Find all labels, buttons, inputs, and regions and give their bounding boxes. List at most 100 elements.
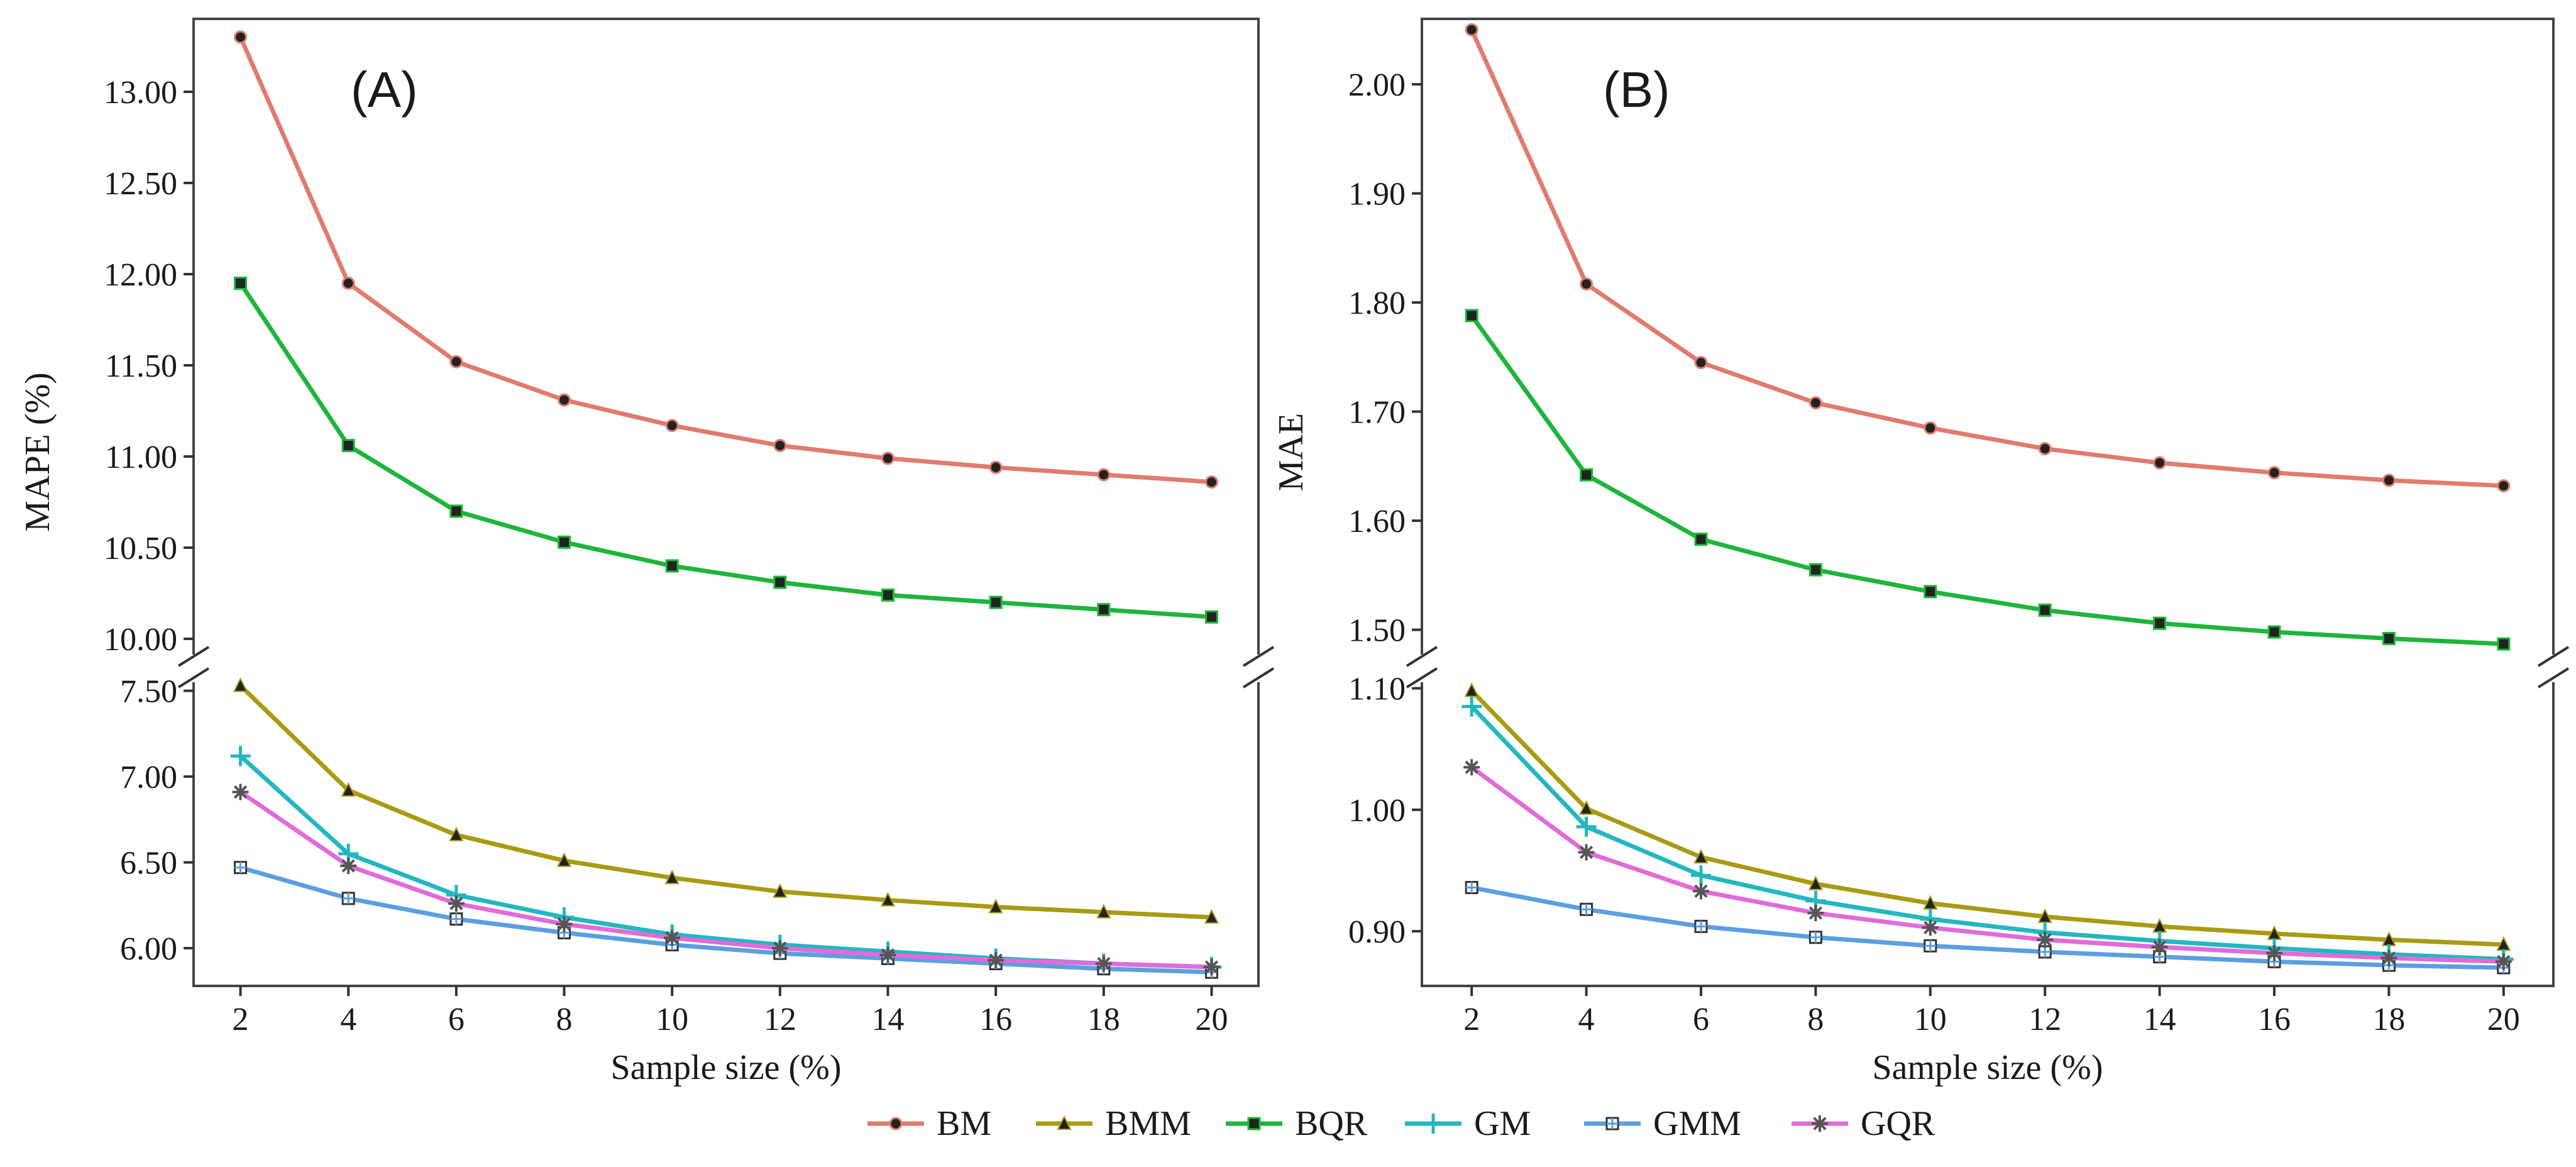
series-bm xyxy=(1465,23,2511,493)
legend-label: BM xyxy=(937,1104,991,1143)
y-tick-label: 1.90 xyxy=(1348,177,1406,213)
data-point xyxy=(664,869,680,885)
data-point xyxy=(1465,881,1478,895)
y-axis-title: MAE xyxy=(1272,413,1311,491)
x-tick-label: 18 xyxy=(2372,1002,2405,1037)
data-point xyxy=(2037,908,2052,923)
marker-cross xyxy=(1695,921,1707,932)
data-point xyxy=(2037,931,2054,948)
y-axis-title: MAPE (%) xyxy=(18,372,57,532)
y-tick-label: 12.50 xyxy=(104,166,177,202)
legend-swatch-marker xyxy=(1057,1115,1072,1130)
y-tick-label: 10.50 xyxy=(104,531,177,567)
data-point xyxy=(341,782,356,797)
data-point xyxy=(1465,23,1478,36)
data-point xyxy=(988,899,1003,914)
x-tick-label: 6 xyxy=(448,1002,465,1037)
data-point xyxy=(1691,865,1711,886)
legend-item-gmm: GMM xyxy=(1584,1104,1741,1143)
legend-label: GM xyxy=(1474,1104,1531,1143)
x-tick-label: 16 xyxy=(2258,1002,2291,1037)
x-tick-label: 8 xyxy=(556,1002,573,1037)
data-point xyxy=(1463,759,1480,776)
data-point xyxy=(2381,949,2397,966)
marker-cross xyxy=(2039,946,2051,958)
data-point xyxy=(989,460,1003,474)
y-tick-label: 1.70 xyxy=(1348,395,1406,431)
legend-item-bqr: BQR xyxy=(1226,1104,1368,1143)
x-tick-label: 16 xyxy=(979,1002,1012,1037)
x-tick-label: 10 xyxy=(1914,1002,1947,1037)
data-point xyxy=(1693,883,1709,900)
data-point xyxy=(1203,958,1220,975)
data-point xyxy=(558,535,571,549)
data-point xyxy=(230,746,251,766)
data-point xyxy=(341,439,355,453)
marker-cross xyxy=(1466,882,1478,893)
data-point xyxy=(665,559,679,573)
x-tick-label: 14 xyxy=(2144,1002,2176,1037)
x-axis-title: Sample size (%) xyxy=(1873,1048,2103,1087)
data-point xyxy=(1097,603,1111,617)
axis-break-slash xyxy=(2537,646,2570,689)
data-point xyxy=(1808,875,1824,890)
data-point xyxy=(449,504,463,518)
series-line xyxy=(1470,765,2504,964)
data-point xyxy=(880,892,896,907)
data-point xyxy=(448,895,465,912)
data-point xyxy=(1576,816,1597,837)
y-tick-label: 1.60 xyxy=(1348,504,1406,539)
y-tick-label: 7.50 xyxy=(120,674,177,710)
axis-break xyxy=(1406,646,2570,689)
data-point xyxy=(1808,396,1822,410)
panel-a-mape-chart: 2 4 6 8 10 12 14 16 18 20 13.00 12.50 12.00 11.50 11.0… xyxy=(18,18,1275,1087)
series-line xyxy=(1470,705,2504,961)
data-point xyxy=(2038,945,2052,959)
data-point xyxy=(1096,904,1111,919)
x-tick-label: 20 xyxy=(2487,1002,2520,1037)
axis-break-slash xyxy=(1242,646,1275,689)
data-point xyxy=(879,946,896,963)
data-point xyxy=(558,393,571,407)
data-point xyxy=(341,277,355,290)
legend-item-gqr: GQR xyxy=(1792,1104,1935,1143)
data-point xyxy=(1808,563,1822,577)
panel-frame xyxy=(192,18,1260,987)
data-point xyxy=(1461,696,1482,717)
data-point xyxy=(1694,356,1708,370)
x-tick-label: 6 xyxy=(1693,1002,1709,1037)
legend-swatch-marker xyxy=(1247,1117,1261,1131)
data-point xyxy=(2497,637,2511,651)
data-point xyxy=(1204,475,1218,489)
data-point xyxy=(341,892,355,905)
data-point xyxy=(664,929,681,946)
data-point xyxy=(233,677,248,692)
data-point xyxy=(2382,632,2396,646)
axis-break xyxy=(177,646,1275,689)
data-point xyxy=(2497,479,2511,493)
data-point xyxy=(2153,456,2167,470)
axis-break-slash xyxy=(1406,646,1438,689)
series-line xyxy=(239,683,1212,920)
marker-cross xyxy=(1580,904,1592,915)
data-point xyxy=(773,439,787,453)
marker-cross xyxy=(234,861,246,873)
x-tick-label: 8 xyxy=(1807,1002,1824,1037)
series-line xyxy=(1470,28,2504,489)
legend-item-gm: GM xyxy=(1405,1104,1531,1143)
data-point xyxy=(1924,421,1937,435)
series-line xyxy=(238,282,1212,619)
y-tick-label: 12.00 xyxy=(104,257,177,293)
panel-tag: (B) xyxy=(1603,62,1670,118)
data-point xyxy=(1808,931,1822,944)
x-tick-label: 12 xyxy=(764,1002,796,1037)
data-point xyxy=(1807,905,1824,922)
data-point xyxy=(449,826,464,841)
data-point xyxy=(2267,466,2281,480)
series-gqr xyxy=(1463,759,2512,970)
data-point xyxy=(556,915,573,932)
x-tick-label: 4 xyxy=(1578,1002,1595,1037)
y-tick-label: 1.50 xyxy=(1348,613,1406,649)
marker-cross xyxy=(1810,931,1822,943)
data-point xyxy=(1924,585,1937,599)
